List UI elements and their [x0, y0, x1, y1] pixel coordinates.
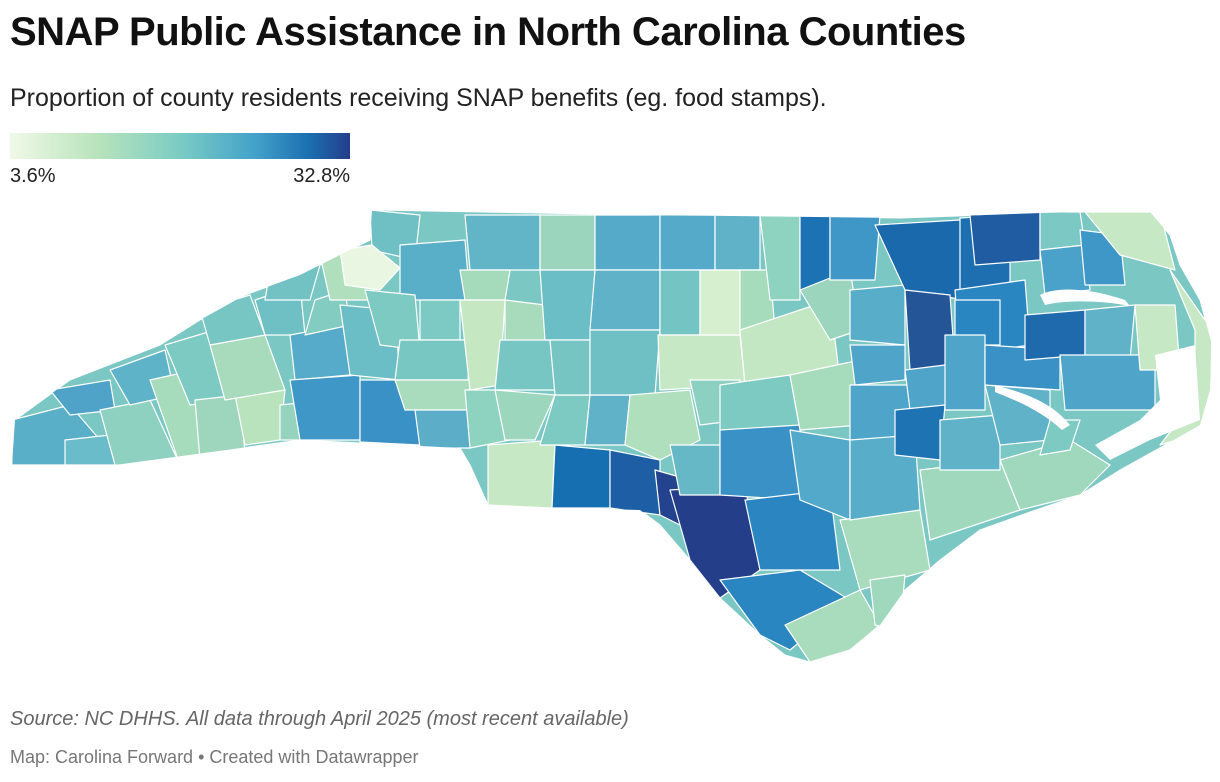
pamlico-river — [995, 385, 1070, 430]
credit-map-by: Map: Carolina Forward — [10, 747, 194, 767]
county-nash — [849, 284, 906, 346]
county-stokes — [539, 214, 596, 271]
county-outer-banks — [1159, 269, 1212, 446]
county-anson — [551, 444, 611, 509]
county-richmond — [609, 449, 661, 516]
county-surry — [464, 214, 541, 271]
county-davie — [504, 299, 546, 346]
county-forsyth — [539, 269, 596, 341]
county-gaston — [414, 409, 471, 449]
county-union — [487, 439, 556, 509]
county-lincoln — [394, 379, 471, 411]
county-rutherford — [289, 374, 361, 441]
county-jones — [939, 414, 1001, 471]
county-alexander — [419, 299, 461, 341]
county-chowan — [1039, 244, 1091, 296]
nc-county-map — [11, 209, 1213, 663]
credit-separator: • — [198, 747, 205, 767]
source-note: Source: NC DHHS. All data through April … — [10, 708, 629, 730]
county-washington — [1024, 309, 1086, 361]
pamlico-sound — [1095, 345, 1200, 460]
county-person — [714, 214, 761, 271]
county-vance — [799, 214, 831, 291]
credit-line: Map: Carolina Forward • Created with Dataw… — [10, 747, 419, 768]
county-cabarrus — [494, 389, 556, 441]
county-new-hanover — [869, 574, 906, 631]
county-wilson — [849, 344, 906, 386]
county-brunswick — [784, 589, 881, 662]
county-lenoir — [894, 404, 946, 461]
county-davidson — [549, 339, 591, 396]
county-mcdowell — [289, 324, 351, 381]
county-hertford — [969, 211, 1041, 266]
county-montgomery — [584, 394, 631, 446]
county-alleghany — [339, 244, 401, 291]
county-greene — [904, 364, 951, 411]
chart-title: SNAP Public Assistance in North Carolina… — [10, 10, 966, 54]
county-rowan — [494, 339, 556, 391]
legend-gradient-bar — [10, 133, 350, 159]
county-guilford — [589, 269, 661, 331]
county-caswell — [659, 214, 716, 271]
county-gates — [1039, 211, 1086, 251]
county-pitt — [944, 334, 986, 411]
credit-tool: Created with Datawrapper — [209, 747, 419, 767]
albemarle-sound — [1040, 289, 1130, 306]
legend-max-label: 32.8% — [293, 165, 350, 187]
county-warren — [829, 214, 881, 281]
county-currituck — [1084, 211, 1176, 271]
county-mitchell — [264, 264, 321, 301]
chart-subtitle: Proportion of county residents receiving… — [10, 84, 827, 112]
county-alamance — [659, 269, 701, 336]
color-legend: 3.6% 32.8% — [10, 133, 350, 193]
county-catawba — [394, 339, 471, 381]
county-randolph — [589, 329, 661, 396]
legend-min-label: 3.6% — [10, 165, 56, 187]
county-rockingham — [594, 214, 661, 271]
county-tyrrell — [1084, 304, 1136, 361]
county-martin — [954, 299, 1001, 346]
county-pamlico — [1039, 419, 1081, 456]
county-yadkin — [459, 269, 511, 301]
county-cumberland — [719, 424, 801, 501]
county-orange — [699, 269, 741, 336]
